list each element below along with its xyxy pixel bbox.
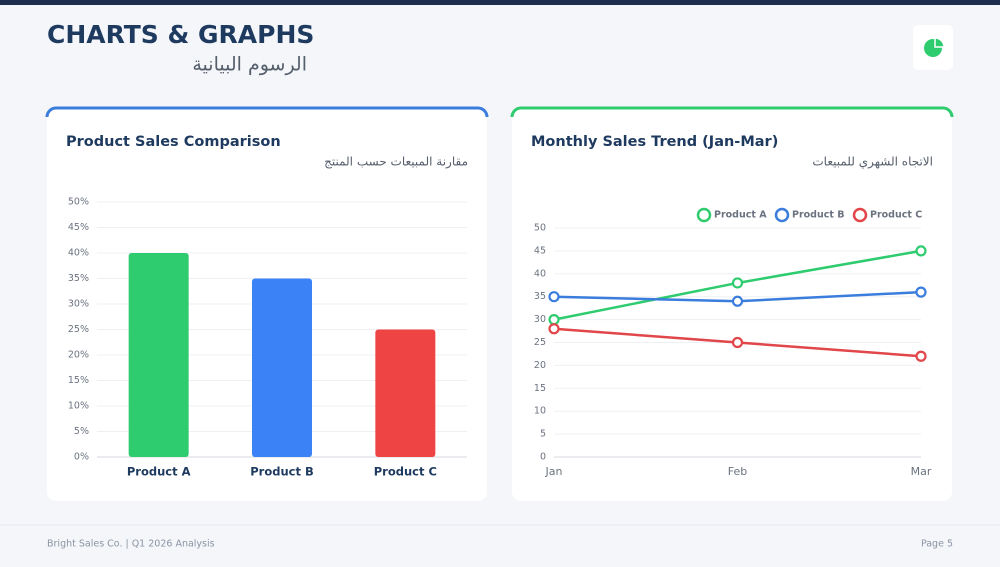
x-tick-label: Product B xyxy=(250,465,314,479)
y-tick-label: 0% xyxy=(74,452,89,463)
y-tick-label: 50 xyxy=(534,223,546,234)
card-title: Product Sales Comparison xyxy=(66,134,281,150)
card-subtitle: مقارنة المبيعات حسب المنتج xyxy=(324,155,468,170)
point xyxy=(915,350,927,362)
slide-subtitle: الرسوم البيانية xyxy=(192,54,307,76)
bar xyxy=(128,253,189,457)
y-tick-label: 45 xyxy=(534,245,546,256)
card-title: Monthly Sales Trend (Jan-Mar) xyxy=(531,134,778,150)
y-tick-label: 35 xyxy=(534,291,546,302)
point xyxy=(731,295,744,307)
y-tick-label: 35% xyxy=(68,273,89,284)
card-accent xyxy=(45,106,489,118)
y-tick-label: 40% xyxy=(68,248,89,259)
footer-right: Page 5 xyxy=(921,539,953,550)
y-tick-label: 25 xyxy=(534,337,546,348)
x-tick-label: Product C xyxy=(374,465,437,479)
point xyxy=(915,286,927,298)
y-tick-label: 20% xyxy=(68,350,89,361)
x-tick-label: Product A xyxy=(127,465,191,479)
y-tick-label: 20 xyxy=(534,360,546,371)
y-tick-label: 10% xyxy=(68,401,89,412)
y-tick-label: 50% xyxy=(68,197,89,208)
legend-label: Product A xyxy=(714,210,767,221)
legend-label: Product C xyxy=(870,210,922,221)
slide-title: CHARTS & GRAPHS xyxy=(47,20,314,49)
y-tick-label: 40 xyxy=(534,268,546,279)
card-accent xyxy=(510,106,954,118)
y-tick-label: 45% xyxy=(68,222,89,233)
legend-label: Product B xyxy=(792,210,844,221)
point xyxy=(915,245,927,257)
point xyxy=(548,323,560,335)
point xyxy=(548,291,560,303)
card-subtitle: الاتجاه الشهري للمبيعات xyxy=(812,155,933,170)
top-bar xyxy=(0,0,1000,5)
y-tick-label: 5 xyxy=(540,429,546,440)
y-tick-label: 15% xyxy=(68,375,89,386)
legend-marker xyxy=(696,207,712,223)
y-tick-label: 25% xyxy=(68,324,89,335)
pie-icon xyxy=(924,37,945,57)
x-tick-label: Feb xyxy=(728,465,747,478)
footer-left: Bright Sales Co. | Q1 2026 Analysis xyxy=(47,539,215,550)
point xyxy=(731,336,744,349)
y-tick-label: 30% xyxy=(68,299,89,310)
legend-marker xyxy=(774,207,790,223)
y-tick-label: 10 xyxy=(534,406,546,417)
legend-marker xyxy=(852,207,868,223)
bar xyxy=(375,329,436,457)
x-tick-label: Jan xyxy=(545,465,563,478)
y-tick-label: 0 xyxy=(540,452,546,463)
y-tick-label: 30 xyxy=(534,314,546,325)
card xyxy=(512,108,952,501)
y-tick-label: 5% xyxy=(74,426,89,437)
bar xyxy=(252,278,312,457)
y-tick-label: 15 xyxy=(534,383,546,394)
x-tick-label: Mar xyxy=(911,465,932,478)
point xyxy=(731,277,744,289)
point xyxy=(548,314,560,326)
